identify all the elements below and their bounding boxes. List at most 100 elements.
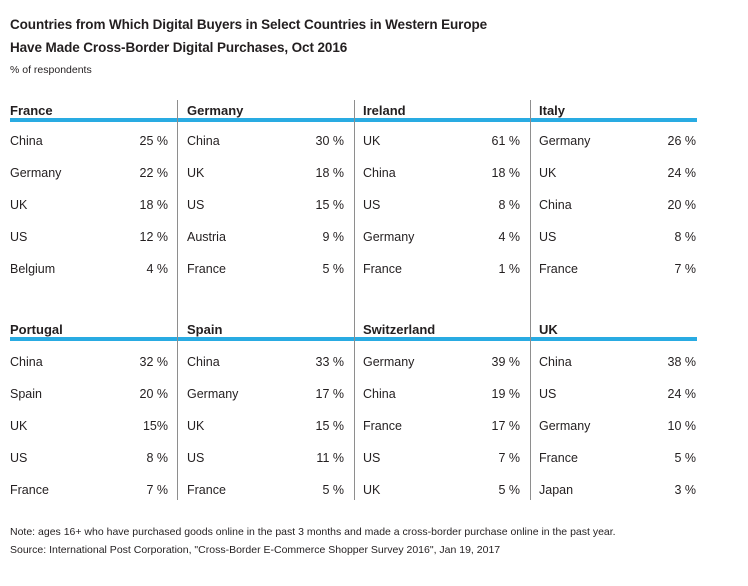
country-label: US — [187, 198, 205, 212]
table-row: US 8 % — [539, 230, 696, 262]
panel-header-switzerland: Switzerland — [363, 322, 436, 337]
table-row: China 32 % — [10, 355, 168, 387]
country-label: China — [10, 134, 43, 148]
country-label: France — [187, 483, 226, 497]
country-label: US — [10, 451, 28, 465]
panel-spain: China 33 % Germany 17 % UK 15 % US 11 % Fran… — [187, 355, 344, 515]
table-row: China 25 % — [10, 134, 168, 166]
table-row: France 7 % — [10, 483, 168, 515]
panel-header-germany: Germany — [187, 103, 244, 118]
country-label: UK — [363, 134, 381, 148]
percent-value: 22 % — [139, 166, 169, 180]
country-label: Germany — [539, 134, 591, 148]
country-label: France — [10, 483, 49, 497]
chart-title: Countries from Which Digital Buyers in S… — [10, 13, 748, 59]
country-label: China — [187, 134, 220, 148]
country-label: France — [539, 262, 578, 276]
table-row: Austria 9 % — [187, 230, 344, 262]
country-label: US — [539, 387, 557, 401]
table-row: Germany 39 % — [363, 355, 520, 387]
country-label: US — [10, 230, 28, 244]
table-row: Spain 20 % — [10, 387, 168, 419]
table-row: Germany 17 % — [187, 387, 344, 419]
country-label: UK — [10, 198, 28, 212]
table-row: Germany 22 % — [10, 166, 168, 198]
percent-value: 5 % — [498, 483, 520, 497]
panel-rows-row: China 25 % Germany 22 % UK 18 % US 12 % Belg… — [10, 122, 697, 294]
panel-header-row: Portugal Spain Switzerland UK — [10, 319, 697, 337]
percent-value: 8 % — [146, 451, 168, 465]
percent-value: 12 % — [139, 230, 169, 244]
header-rule — [10, 118, 697, 122]
country-label: UK — [539, 166, 557, 180]
table-row: China 20 % — [539, 198, 696, 230]
table-row: France 5 % — [187, 483, 344, 515]
country-label: Japan — [539, 483, 574, 497]
country-label: Germany — [539, 419, 591, 433]
table-row: France 17 % — [363, 419, 520, 451]
percent-value: 25 % — [139, 134, 169, 148]
panel-header-italy: Italy — [539, 103, 566, 118]
table-row: UK 24 % — [539, 166, 696, 198]
panel-header-spain: Spain — [187, 322, 223, 337]
percent-value: 5 % — [322, 483, 344, 497]
percent-value: 8 % — [498, 198, 520, 212]
panel-portugal: China 32 % Spain 20 % UK 15% US 8 % France 7 … — [10, 355, 168, 515]
country-label: China — [187, 355, 220, 369]
country-label: Germany — [10, 166, 62, 180]
percent-value: 39 % — [491, 355, 521, 369]
vertical-divider — [530, 100, 531, 500]
table-row: China 18 % — [363, 166, 520, 198]
country-label: US — [363, 451, 381, 465]
header-rule — [10, 337, 697, 341]
panel-header-row: France Germany Ireland Italy — [10, 100, 697, 118]
panel-band-top: France Germany Ireland Italy China 25 % G… — [10, 100, 697, 294]
percent-value: 33 % — [315, 355, 345, 369]
percent-value: 5 % — [674, 451, 696, 465]
percent-value: 7 % — [498, 451, 520, 465]
country-label: China — [10, 355, 43, 369]
panel-uk: China 38 % US 24 % Germany 10 % France 5 % J… — [539, 355, 696, 515]
table-row: China 33 % — [187, 355, 344, 387]
table-row: France 7 % — [539, 262, 696, 294]
percent-value: 7 % — [674, 262, 696, 276]
footer-source: Source: International Post Corporation, … — [10, 544, 501, 556]
country-label: China — [363, 387, 396, 401]
chart-title-line2: Have Made Cross-Border Digital Purchases… — [10, 40, 348, 55]
table-row: US 7 % — [363, 451, 520, 483]
percent-value: 38 % — [667, 355, 697, 369]
panel-header-uk: UK — [539, 322, 558, 337]
table-row: China 19 % — [363, 387, 520, 419]
percent-value: 11 % — [316, 451, 344, 465]
table-row: Germany 4 % — [363, 230, 520, 262]
percent-value: 4 % — [498, 230, 520, 244]
percent-value: 20 % — [139, 387, 169, 401]
country-label: China — [539, 355, 572, 369]
vertical-divider — [177, 100, 178, 500]
table-row: US 11 % — [187, 451, 344, 483]
chart-footer: Note: ages 16+ who have purchased goods … — [10, 523, 748, 559]
chart-subtitle: % of respondents — [10, 64, 92, 76]
panel-france: China 25 % Germany 22 % UK 18 % US 12 % Belg… — [10, 134, 168, 294]
percent-value: 24 % — [667, 387, 697, 401]
country-label: UK — [187, 419, 205, 433]
percent-value: 15 % — [315, 419, 345, 433]
percent-value: 24 % — [667, 166, 697, 180]
table-row: Germany 10 % — [539, 419, 696, 451]
percent-value: 17 % — [315, 387, 345, 401]
table-row: UK 61 % — [363, 134, 520, 166]
percent-value: 8 % — [674, 230, 696, 244]
table-row: France 5 % — [187, 262, 344, 294]
percent-value: 1 % — [498, 262, 520, 276]
table-row: Germany 26 % — [539, 134, 696, 166]
table-row: UK 5 % — [363, 483, 520, 515]
panel-rows-row: China 32 % Spain 20 % UK 15% US 8 % France 7 … — [10, 341, 697, 515]
table-row: Japan 3 % — [539, 483, 696, 515]
percent-value: 30 % — [315, 134, 345, 148]
percent-value: 18 % — [491, 166, 521, 180]
country-label: US — [187, 451, 205, 465]
percent-value: 61 % — [491, 134, 521, 148]
percent-value: 10 % — [667, 419, 697, 433]
table-row: US 24 % — [539, 387, 696, 419]
panel-header-ireland: Ireland — [363, 103, 406, 118]
